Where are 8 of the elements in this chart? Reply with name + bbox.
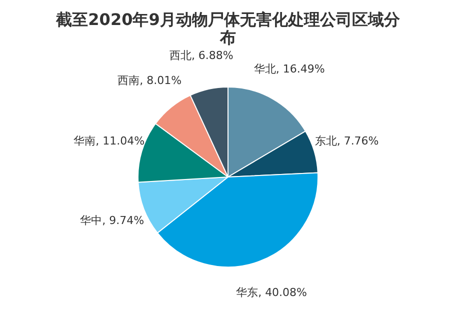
slice-label: 西北, 6.88%: [169, 48, 234, 62]
slice-label: 华中, 9.74%: [80, 214, 144, 228]
slice-label: 华东, 40.08%: [236, 286, 308, 300]
slice-label: 西南, 8.01%: [118, 74, 182, 87]
chart-title: 截至2020年9月动物尸体无害化处理公司区域分布: [55, 10, 401, 47]
slice-label: 东北, 7.76%: [314, 134, 379, 148]
slice-label: 华南, 11.04%: [74, 134, 145, 148]
slice-label: 华北, 16.49%: [254, 62, 325, 76]
